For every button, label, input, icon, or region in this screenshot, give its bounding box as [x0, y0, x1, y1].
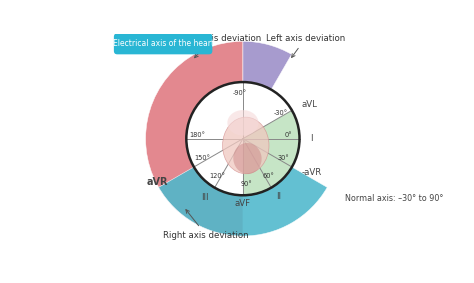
Text: I: I	[310, 134, 312, 143]
Text: 30°: 30°	[278, 155, 290, 161]
FancyBboxPatch shape	[114, 33, 212, 54]
Text: aVL: aVL	[302, 100, 318, 109]
Text: Extreme axis deviation: Extreme axis deviation	[162, 34, 262, 58]
Wedge shape	[243, 41, 292, 90]
Ellipse shape	[233, 143, 262, 174]
Text: 0°: 0°	[284, 132, 292, 138]
Text: Normal axis: –30° to 90°: Normal axis: –30° to 90°	[345, 194, 443, 203]
Text: -aVR: -aVR	[302, 168, 322, 177]
Text: 120°: 120°	[210, 173, 225, 179]
Text: 60°: 60°	[263, 173, 274, 179]
Text: II: II	[276, 192, 282, 201]
Text: -30°: -30°	[273, 110, 288, 116]
Wedge shape	[159, 167, 327, 236]
Ellipse shape	[223, 117, 269, 174]
Text: Electrical axis of the heart: Electrical axis of the heart	[112, 39, 214, 48]
Text: Right axis deviation: Right axis deviation	[164, 210, 249, 240]
Text: Left axis deviation: Left axis deviation	[265, 34, 345, 57]
Wedge shape	[146, 41, 243, 236]
Text: III: III	[201, 193, 209, 202]
Text: 180°: 180°	[190, 132, 206, 138]
Text: aVF: aVF	[235, 199, 251, 208]
Ellipse shape	[228, 110, 258, 136]
Text: aVR: aVR	[147, 177, 168, 187]
Wedge shape	[243, 110, 300, 195]
Text: 90°: 90°	[240, 181, 252, 187]
Text: 150°: 150°	[194, 155, 210, 161]
Circle shape	[186, 82, 300, 195]
Text: -90°: -90°	[232, 90, 246, 97]
